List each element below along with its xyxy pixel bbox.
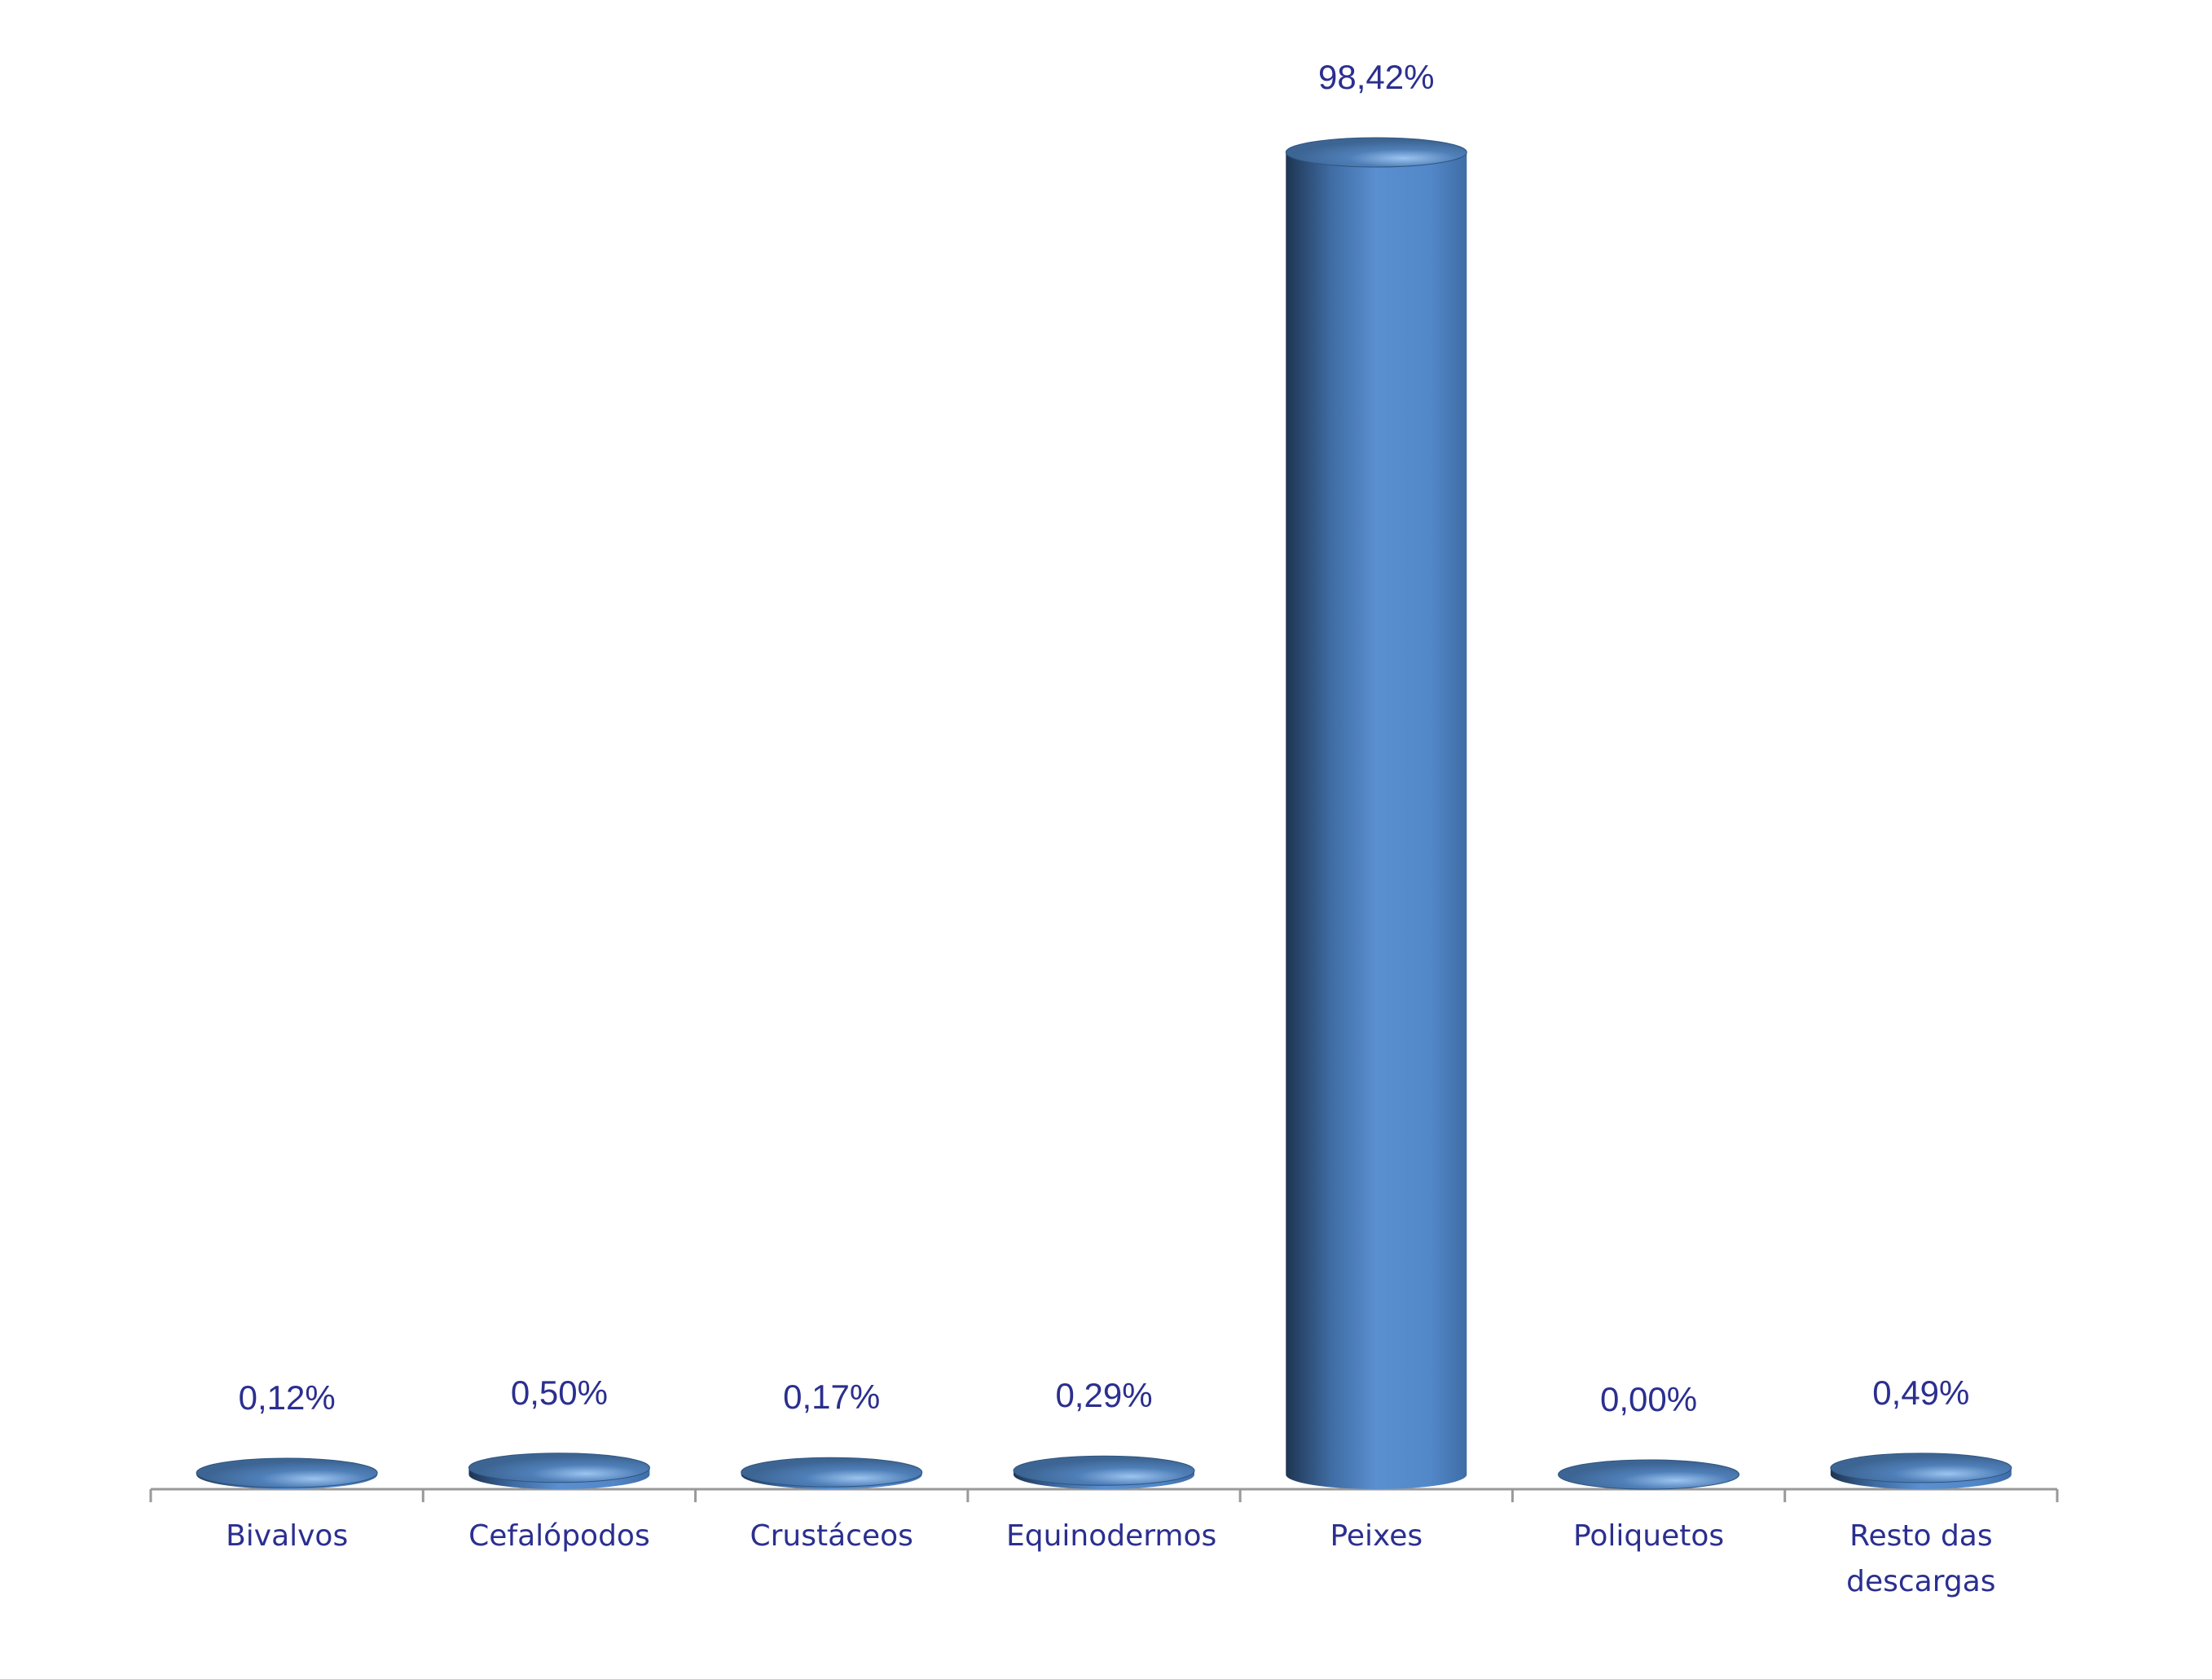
- bar-top: [1285, 137, 1467, 168]
- x-tick-label: Poliquetos: [1572, 1519, 1725, 1553]
- x-tick-label: Cefalópodos: [468, 1519, 650, 1553]
- x-tick-label: Resto das descargas: [1846, 1519, 1996, 1598]
- x-tick-label: Crustáceos: [750, 1519, 913, 1553]
- value-label: 0,29%: [1055, 1376, 1152, 1414]
- bar-top: [741, 1457, 923, 1488]
- value-label: 98,42%: [1318, 58, 1434, 96]
- bar-top: [1558, 1459, 1740, 1490]
- x-tick-label: Equinodermos: [1006, 1519, 1217, 1553]
- bar-top: [468, 1453, 650, 1483]
- bar-top: [1013, 1455, 1195, 1486]
- value-label: 0,00%: [1600, 1380, 1697, 1418]
- bar: [1286, 152, 1467, 1489]
- value-label: 0,49%: [1872, 1374, 1969, 1412]
- value-label: 0,12%: [239, 1378, 336, 1417]
- x-tick-label: Peixes: [1330, 1519, 1423, 1553]
- bar-top: [1830, 1453, 2012, 1483]
- x-tick-label: Bivalvos: [226, 1519, 349, 1553]
- value-label: 0,50%: [511, 1374, 608, 1412]
- value-label: 0,17%: [783, 1378, 880, 1416]
- bar-top: [196, 1457, 378, 1488]
